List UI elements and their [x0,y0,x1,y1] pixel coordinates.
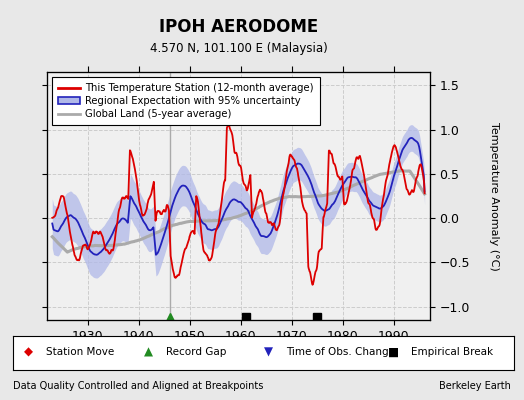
Text: ■: ■ [388,346,399,359]
Text: Berkeley Earth: Berkeley Earth [439,381,511,391]
Text: 4.570 N, 101.100 E (Malaysia): 4.570 N, 101.100 E (Malaysia) [149,42,328,55]
Legend: This Temperature Station (12-month average), Regional Expectation with 95% uncer: This Temperature Station (12-month avera… [52,77,320,125]
Text: Time of Obs. Change: Time of Obs. Change [286,347,395,357]
Y-axis label: Temperature Anomaly (°C): Temperature Anomaly (°C) [489,122,499,270]
Text: ▲: ▲ [144,346,152,359]
Text: Empirical Break: Empirical Break [411,347,493,357]
Text: Data Quality Controlled and Aligned at Breakpoints: Data Quality Controlled and Aligned at B… [13,381,264,391]
Text: ◆: ◆ [24,346,32,359]
Text: Station Move: Station Move [46,347,114,357]
Text: IPOH AERODOME: IPOH AERODOME [159,18,318,36]
Text: Record Gap: Record Gap [166,347,226,357]
Text: ▼: ▼ [264,346,273,359]
